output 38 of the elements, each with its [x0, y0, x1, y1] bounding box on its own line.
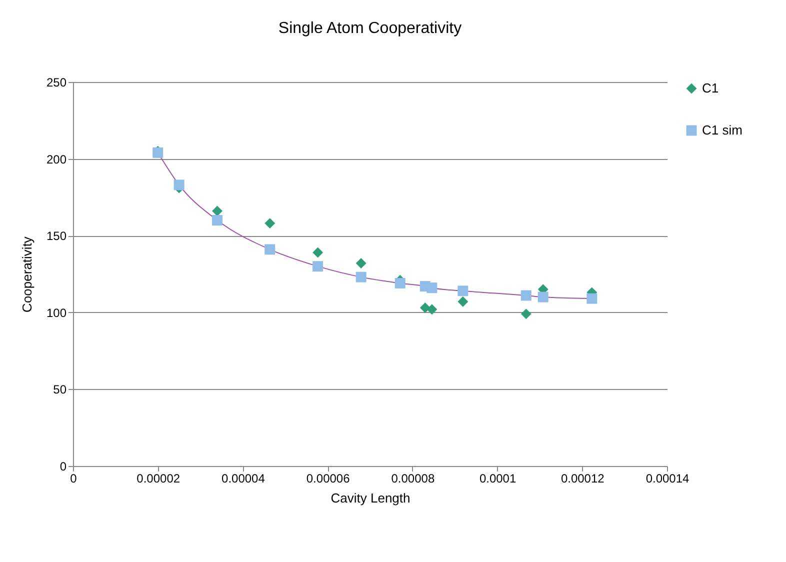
x-tick-label: 0	[70, 472, 78, 486]
point	[312, 261, 324, 272]
point	[520, 290, 532, 301]
point	[520, 308, 532, 320]
point	[264, 218, 276, 229]
x-tick-label: 0.00006	[306, 472, 350, 486]
y-tick-label: 200	[46, 152, 67, 166]
point	[458, 286, 468, 296]
point	[356, 258, 366, 268]
point	[420, 302, 430, 314]
y-tick-label: 50	[53, 382, 67, 397]
x-tick-label: 0.00002	[136, 472, 180, 486]
point	[458, 296, 468, 307]
x-axis-title: Cavity Length	[330, 490, 410, 506]
y-axis-title: Cooperativity	[19, 236, 34, 312]
point	[426, 282, 438, 294]
legend-label: C1 sim	[702, 122, 742, 138]
y-tick-label: 0	[60, 460, 67, 474]
x-tick-label: 0.00012	[560, 472, 605, 486]
x-tick-label: 0.00014	[646, 472, 690, 486]
point	[174, 180, 184, 190]
point	[394, 278, 406, 288]
point	[212, 214, 222, 226]
point	[586, 293, 598, 304]
point	[264, 244, 276, 255]
x-tick-label: 0.00008	[391, 472, 435, 486]
chart-title: Single Atom Cooperativity	[278, 20, 462, 37]
point	[356, 272, 366, 282]
point	[212, 206, 222, 216]
y-tick-label: 100	[46, 306, 67, 320]
point	[426, 304, 438, 315]
y-tick-label: 150	[46, 229, 67, 244]
legend-label: C1	[702, 80, 719, 96]
point	[538, 292, 548, 302]
x-tick-label: 0.0001	[479, 472, 516, 486]
y-tick-label: 250	[46, 76, 67, 90]
point	[312, 247, 324, 258]
x-tick-label: 0.00004	[222, 472, 266, 486]
